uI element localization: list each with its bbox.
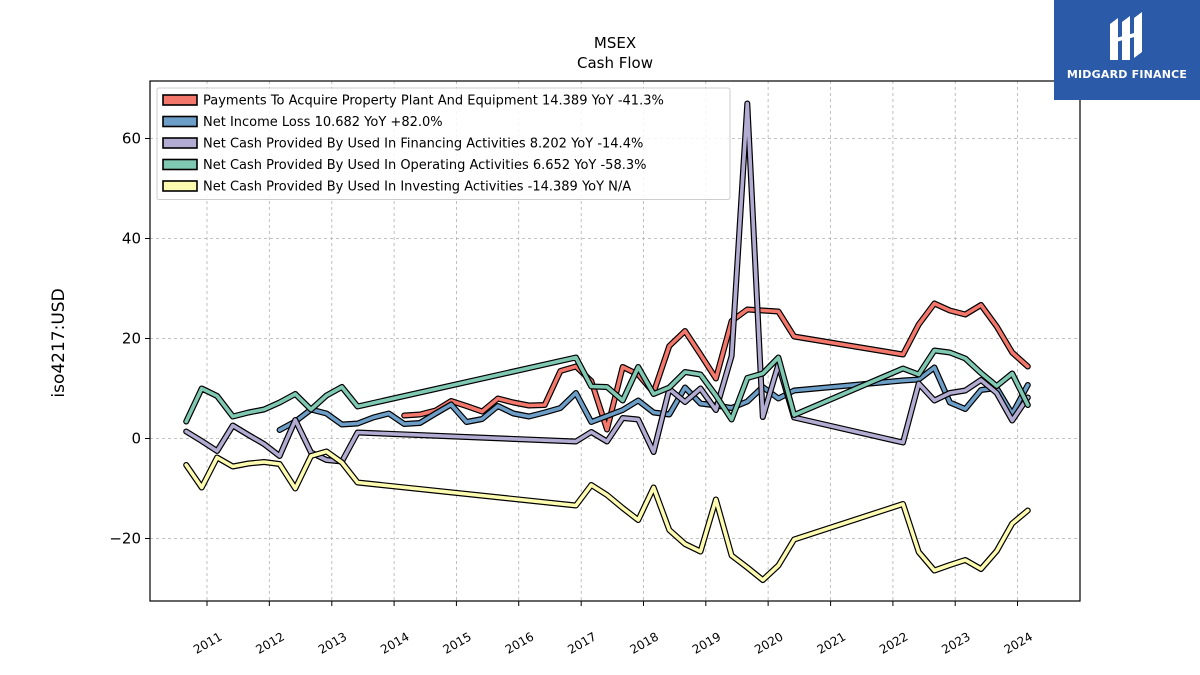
y-tick-label: 20 [122, 330, 141, 348]
legend-swatch [162, 137, 198, 149]
x-tick-label: 2023 [939, 629, 972, 656]
x-tick-label: 2021 [815, 629, 848, 656]
legend-swatch [162, 94, 198, 106]
x-tick-label: 2015 [440, 629, 473, 656]
series-core [184, 449, 1030, 582]
x-tick-label: 2012 [253, 629, 286, 656]
legend-entry: Net Income Loss 10.682 YoY +82.0% [203, 115, 443, 130]
series-layer [183, 100, 1031, 583]
x-tick-label: 2019 [690, 629, 723, 656]
legend-entry: Net Cash Provided By Used In Operating A… [203, 158, 646, 173]
x-tick-label: 2022 [877, 629, 910, 656]
y-tick-label: −20 [109, 530, 141, 548]
series-core [277, 365, 1030, 432]
y-tick-label: 0 [131, 430, 141, 448]
series-line-4 [183, 347, 1031, 425]
series-core [184, 101, 1030, 464]
y-tick-label: 40 [122, 230, 141, 248]
x-tick-label: 2018 [628, 629, 661, 656]
x-tick-label: 2017 [565, 629, 598, 656]
x-tick-label: 2014 [378, 629, 411, 656]
y-tick-label: 60 [122, 130, 141, 148]
chart-title: MSEX [594, 34, 636, 52]
logo-text: MIDGARD FINANCE [1066, 68, 1188, 81]
series-core [184, 348, 1030, 424]
logo: MIDGARD FINANCE [1054, 0, 1200, 100]
legend-entry: Net Cash Provided By Used In Financing A… [203, 137, 643, 152]
series-outline [183, 448, 1031, 583]
series-line-2 [276, 364, 1031, 433]
x-tick-label: 2016 [503, 629, 536, 656]
series-core [402, 301, 1030, 432]
x-tick-label: 2024 [1002, 629, 1035, 656]
midgard-mark-icon [1110, 12, 1142, 60]
series-line-5 [183, 448, 1031, 583]
legend-swatch [162, 158, 198, 171]
legend-entry: Net Cash Provided By Used In Investing A… [203, 180, 631, 195]
series-line-1 [401, 300, 1031, 433]
legend-box [156, 87, 731, 200]
legend-entry: Payments To Acquire Property Plant And E… [203, 94, 664, 109]
series-line-3 [183, 100, 1031, 465]
x-tick-label: 2020 [752, 629, 785, 656]
legend-swatch [162, 115, 198, 128]
y-axis-label: iso4217:USD [49, 288, 69, 397]
x-tick-label: 2013 [316, 629, 349, 656]
x-tick-label: 2011 [191, 629, 224, 656]
legend-swatch [162, 180, 198, 192]
plot-frame [149, 80, 1081, 602]
chart-subtitle: Cash Flow [577, 54, 653, 72]
legend: Payments To Acquire Property Plant And E… [156, 87, 731, 200]
